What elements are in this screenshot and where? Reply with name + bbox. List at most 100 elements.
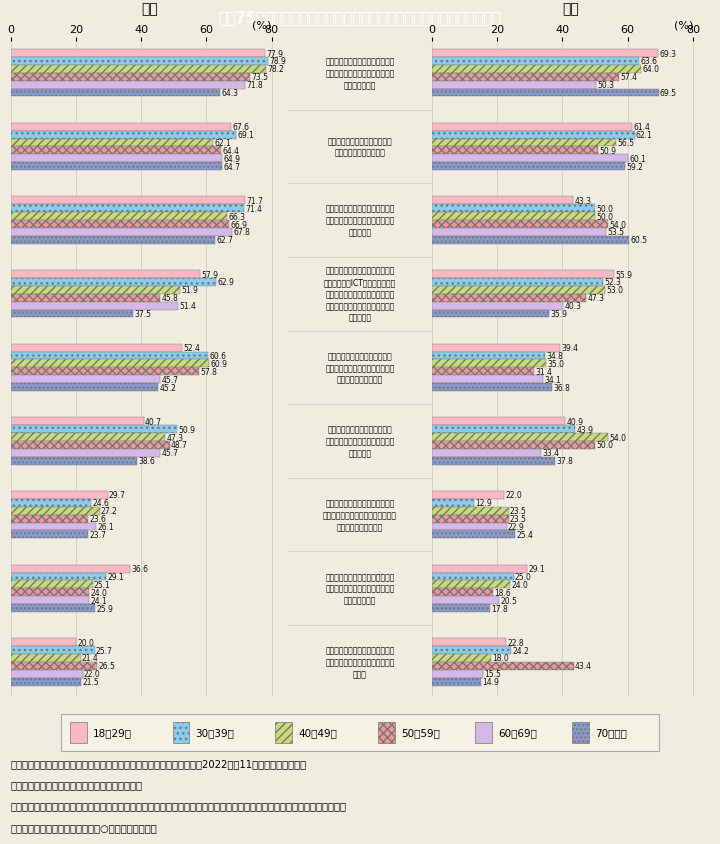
- Bar: [11, 295, 160, 302]
- Bar: [11, 236, 215, 245]
- Bar: [432, 565, 527, 573]
- Text: 69.1: 69.1: [238, 131, 254, 140]
- Bar: [11, 229, 232, 236]
- Text: 36.8: 36.8: [553, 383, 570, 392]
- Bar: [572, 722, 589, 743]
- Bar: [11, 50, 265, 58]
- Text: 71.8: 71.8: [246, 81, 263, 90]
- Bar: [432, 155, 628, 163]
- Bar: [11, 197, 245, 205]
- Text: 15.5: 15.5: [484, 669, 500, 679]
- Text: 男性が育児・家事などを行うため
の、仲間作りやネットワーク作り
をすすめること: 男性が育児・家事などを行うため の、仲間作りやネットワーク作り をすすめること: [325, 572, 395, 605]
- Bar: [11, 279, 216, 286]
- Bar: [11, 139, 213, 147]
- Bar: [432, 457, 555, 465]
- Bar: [11, 604, 95, 612]
- Text: ２．質問文は次のとおりとなっている。: ２．質問文は次のとおりとなっている。: [11, 779, 143, 789]
- Bar: [11, 597, 89, 604]
- Bar: [11, 73, 251, 82]
- Bar: [173, 722, 189, 743]
- Bar: [432, 507, 508, 515]
- Text: 62.9: 62.9: [217, 278, 234, 287]
- Text: 48.7: 48.7: [171, 441, 188, 450]
- Bar: [11, 678, 81, 686]
- Bar: [432, 531, 515, 538]
- Bar: [432, 213, 595, 221]
- Text: 25.0: 25.0: [515, 572, 531, 582]
- Text: 50.9: 50.9: [178, 425, 195, 434]
- Bar: [11, 670, 83, 678]
- Bar: [378, 722, 395, 743]
- Bar: [432, 491, 504, 500]
- Text: 34.8: 34.8: [546, 352, 564, 360]
- Bar: [432, 139, 616, 147]
- Text: 47.3: 47.3: [166, 433, 184, 442]
- Bar: [432, 132, 634, 139]
- Bar: [70, 722, 86, 743]
- Bar: [475, 722, 492, 743]
- Bar: [11, 500, 91, 507]
- Text: 問７「あなたは、今後、男性が育児や介護、家事、地域活動に積極的に参画していくためにはどのようなことが必: 問７「あなたは、今後、男性が育児や介護、家事、地域活動に積極的に参画していくため…: [11, 801, 347, 810]
- Text: 年配者やまわりの人が、夫婦の
役割分担などについての当事者の
考え方を尊重すること: 年配者やまわりの人が、夫婦の 役割分担などについての当事者の 考え方を尊重するこ…: [325, 352, 395, 384]
- Bar: [11, 425, 177, 434]
- Bar: [432, 581, 510, 588]
- Text: (%): (%): [252, 20, 271, 30]
- Text: 78.2: 78.2: [267, 65, 284, 74]
- Bar: [11, 449, 160, 457]
- Bar: [11, 507, 99, 515]
- Text: 62.1: 62.1: [636, 131, 652, 140]
- Bar: [275, 722, 292, 743]
- Bar: [432, 352, 546, 360]
- Bar: [432, 302, 564, 310]
- Text: 67.8: 67.8: [233, 228, 250, 237]
- Text: 52.3: 52.3: [604, 278, 621, 287]
- Text: (%): (%): [673, 20, 693, 30]
- Text: 12.9: 12.9: [475, 499, 492, 508]
- Bar: [11, 66, 266, 73]
- Bar: [432, 376, 543, 384]
- Text: 50.0: 50.0: [596, 204, 613, 214]
- Text: 22.0: 22.0: [84, 669, 101, 679]
- Text: 57.8: 57.8: [201, 367, 217, 376]
- Text: 57.9: 57.9: [201, 270, 218, 279]
- Text: 24.0: 24.0: [91, 588, 107, 597]
- Text: 62.7: 62.7: [217, 236, 233, 245]
- Text: 66.9: 66.9: [230, 220, 247, 230]
- Text: 51.4: 51.4: [180, 301, 197, 311]
- Text: 40～49歳: 40～49歳: [298, 728, 337, 738]
- Bar: [11, 376, 160, 384]
- Text: 64.0: 64.0: [642, 65, 659, 74]
- Text: 47.3: 47.3: [588, 294, 605, 303]
- Text: 43.9: 43.9: [577, 425, 593, 434]
- Text: 60.9: 60.9: [211, 360, 228, 369]
- Text: 26.1: 26.1: [97, 522, 114, 532]
- Text: 59.2: 59.2: [626, 163, 643, 171]
- Text: 18.6: 18.6: [494, 588, 510, 597]
- Text: 43.3: 43.3: [575, 197, 592, 206]
- Text: 40.9: 40.9: [567, 417, 584, 426]
- Bar: [432, 236, 629, 245]
- Text: 37.5: 37.5: [135, 310, 151, 318]
- Bar: [432, 58, 639, 66]
- Text: 54.0: 54.0: [609, 433, 626, 442]
- Bar: [11, 213, 227, 221]
- Text: 52.4: 52.4: [183, 344, 200, 353]
- Text: 45.2: 45.2: [160, 383, 176, 392]
- Bar: [432, 418, 565, 425]
- Text: 71.4: 71.4: [245, 204, 262, 214]
- Text: 20.5: 20.5: [500, 596, 517, 605]
- Bar: [432, 573, 513, 581]
- Bar: [11, 360, 210, 368]
- Text: 労働時間の短縮や休暇制度、テレ
ワークなどのICTを利用した多様
な働き方を普及することで、仕事
以外の時間をより多く持てるよう
にすること: 労働時間の短縮や休暇制度、テレ ワークなどのICTを利用した多様 な働き方を普及…: [324, 267, 396, 322]
- Bar: [432, 50, 658, 58]
- Text: 51.9: 51.9: [181, 286, 198, 295]
- Bar: [432, 647, 511, 654]
- Bar: [432, 286, 605, 295]
- Bar: [432, 82, 596, 89]
- Text: 26.5: 26.5: [99, 662, 115, 671]
- Bar: [432, 163, 625, 171]
- Text: 60.1: 60.1: [629, 154, 646, 164]
- Text: 24.6: 24.6: [92, 499, 109, 508]
- Bar: [11, 434, 165, 441]
- Bar: [432, 221, 608, 229]
